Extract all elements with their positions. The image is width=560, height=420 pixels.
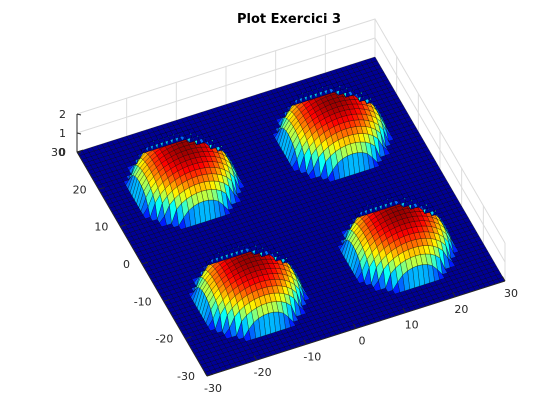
- x-tick-mark: [501, 276, 506, 282]
- x-tick-mark: [452, 292, 456, 298]
- z-tick-label: 2: [59, 108, 66, 121]
- x-tick-label: -30: [204, 382, 222, 395]
- x-tick-mark: [253, 355, 258, 361]
- x-tick-label: 30: [504, 287, 518, 300]
- y-tick-label: -10: [134, 295, 152, 308]
- x-tick-mark: [402, 307, 407, 313]
- y-tick-mark: [120, 224, 127, 228]
- chart-title: Plot Exercici 3: [237, 12, 341, 27]
- y-tick-mark: [141, 261, 149, 265]
- x-axis-line: [206, 280, 506, 377]
- x-tick-label: 20: [454, 303, 468, 316]
- x-tick-label: 0: [359, 335, 366, 348]
- y-axis-ticks: -30 -20 -10 0 10 20 30: [51, 146, 214, 383]
- y-tick-mark: [98, 186, 105, 190]
- z-tick-mark: [76, 151, 82, 154]
- x-tick-mark: [303, 339, 307, 345]
- z-tick-label: 1: [59, 127, 66, 140]
- y-axis-line: [76, 151, 208, 377]
- x-axis-ticks: -30 -20 -10 0 10 20 30: [203, 276, 518, 395]
- y-tick-mark: [206, 373, 214, 377]
- y-tick-label: 20: [73, 183, 87, 196]
- z-tick-mark: [76, 132, 82, 135]
- x-tick-label: -10: [303, 350, 321, 363]
- grid-line-z: [76, 37, 506, 263]
- z-axis-ticks: 0 1 2: [59, 108, 82, 159]
- grid-line-z: [76, 18, 506, 244]
- z-tick-mark: [76, 113, 82, 116]
- y-tick-label: -30: [177, 370, 195, 383]
- y-tick-mark: [76, 149, 84, 153]
- y-tick-label: 0: [123, 258, 130, 271]
- x-tick-label: 10: [405, 319, 419, 332]
- y-tick-label: -20: [155, 333, 173, 346]
- y-tick-mark: [185, 336, 192, 340]
- y-tick-label: 10: [94, 221, 108, 234]
- surface-mesh: [76, 56, 506, 377]
- x-tick-mark: [352, 323, 357, 329]
- y-tick-mark: [163, 298, 170, 302]
- x-tick-label: -20: [254, 366, 272, 379]
- z-tick-label: 0: [59, 146, 66, 159]
- y-tick-label: 30: [51, 146, 65, 159]
